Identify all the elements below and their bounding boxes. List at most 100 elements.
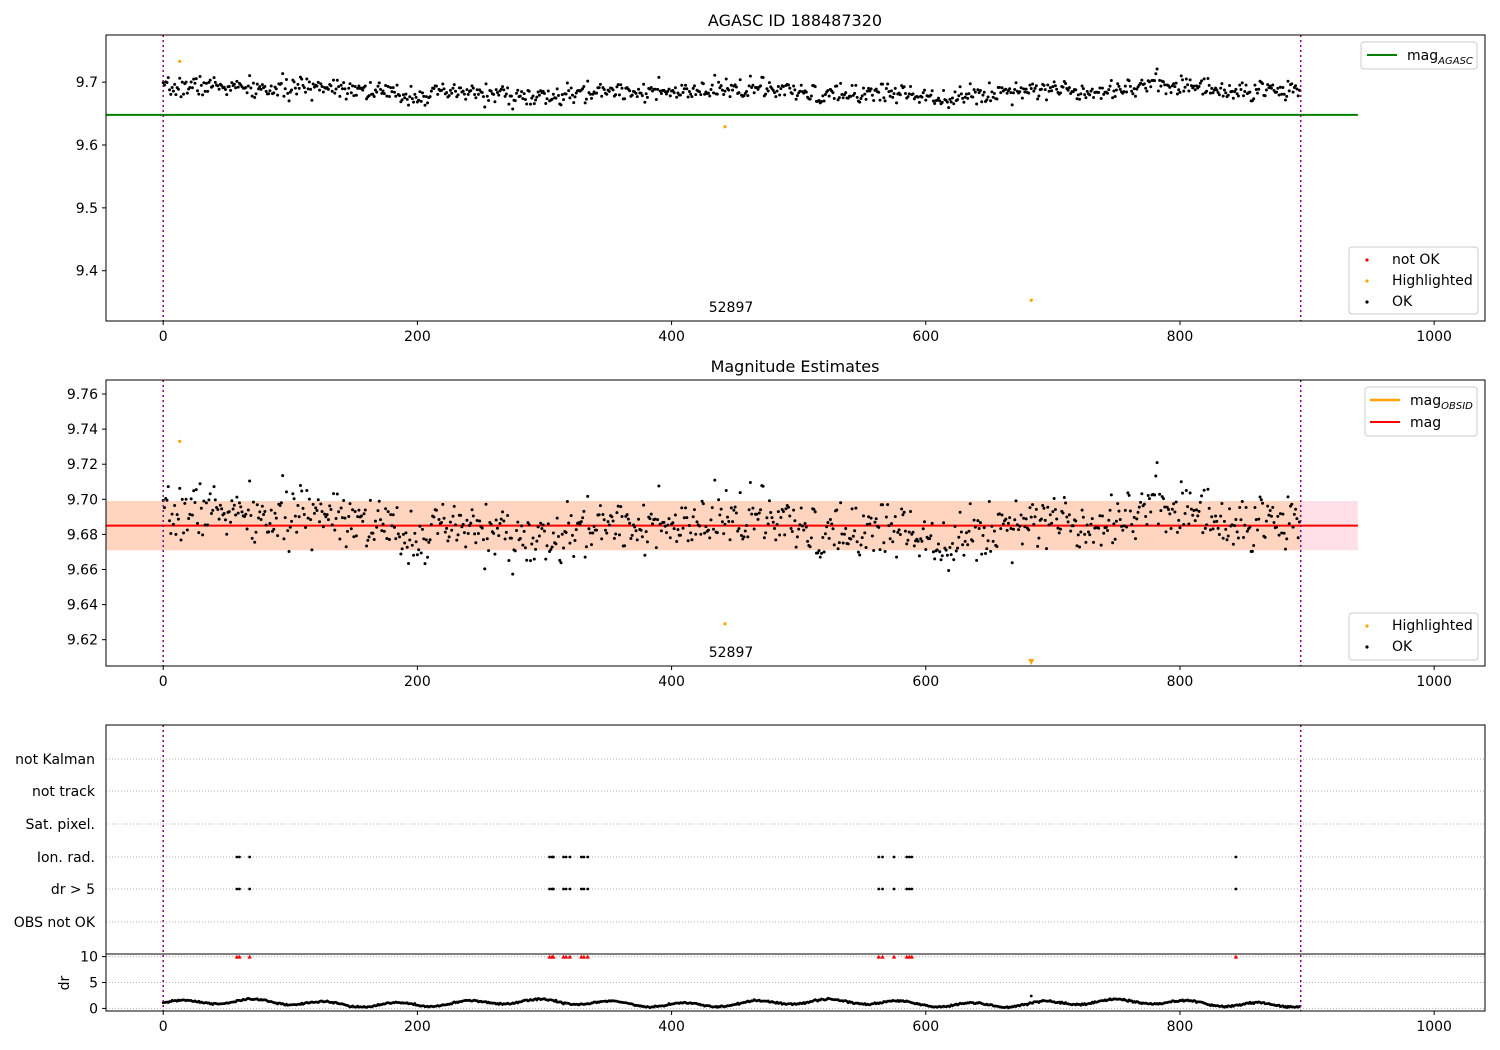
ok-point	[644, 530, 648, 534]
ok-point	[1053, 508, 1057, 512]
ok-point	[384, 507, 388, 511]
ok-point	[776, 510, 780, 514]
ok-point	[1099, 97, 1103, 101]
ok-point	[990, 524, 994, 528]
ok-point	[917, 100, 921, 104]
ok-point	[950, 96, 954, 100]
ok-point	[724, 489, 728, 493]
ok-point	[1037, 94, 1041, 98]
ok-point	[1114, 88, 1118, 92]
ok-point	[1058, 527, 1062, 531]
ok-point	[1200, 494, 1204, 498]
ok-point	[318, 520, 322, 524]
ok-point	[1285, 537, 1289, 541]
ok-point	[279, 81, 283, 85]
ok-point	[408, 95, 412, 99]
flag-label-sat-pixel: Sat. pixel.	[26, 817, 95, 833]
ok-point	[1277, 533, 1281, 537]
ok-point	[981, 534, 985, 538]
ok-point	[545, 97, 549, 101]
ok-point	[424, 95, 428, 99]
ok-point	[701, 82, 705, 86]
flag-point	[910, 887, 914, 891]
ok-point	[253, 540, 257, 544]
ok-point	[1192, 84, 1196, 88]
ok-point	[429, 89, 433, 93]
flag-point	[586, 855, 590, 859]
ok-point	[1020, 96, 1024, 100]
ok-point	[413, 92, 417, 96]
ok-point	[1010, 561, 1014, 565]
ok-point	[995, 97, 999, 101]
ok-point	[837, 541, 841, 545]
x-tick-label: 0	[159, 1019, 168, 1035]
ok-point	[1179, 480, 1183, 484]
ok-point	[171, 522, 175, 526]
ok-point	[770, 516, 774, 520]
ok-point	[520, 524, 524, 528]
ok-point	[972, 88, 976, 92]
ok-point	[864, 97, 868, 101]
ok-point	[1135, 87, 1139, 91]
ok-point	[244, 512, 248, 516]
ok-point	[1238, 506, 1242, 510]
ok-point	[286, 91, 290, 95]
ok-point	[236, 511, 240, 515]
ok-point	[675, 539, 679, 543]
ok-point	[614, 532, 618, 536]
ok-point	[1031, 82, 1035, 86]
ok-point	[1023, 90, 1027, 94]
ok-point	[1123, 84, 1127, 88]
panel-agasc-x-axis: 0 200 400 600 800 1000	[159, 321, 1452, 345]
ok-point	[269, 84, 273, 88]
ok-point	[282, 94, 286, 98]
ok-point	[1127, 79, 1131, 83]
ok-point	[395, 506, 399, 510]
ok-point	[617, 93, 621, 97]
ok-point	[861, 86, 865, 90]
ok-point	[366, 538, 370, 542]
ok-point	[1235, 92, 1239, 96]
ok-point	[764, 531, 768, 535]
ok-point	[1161, 497, 1165, 501]
ok-point	[582, 84, 586, 88]
ok-point	[984, 551, 988, 555]
ok-point	[296, 82, 300, 86]
ok-point	[442, 87, 446, 91]
ok-point	[234, 86, 238, 90]
ok-point	[831, 527, 835, 531]
ok-point	[584, 545, 588, 549]
ok-point	[551, 92, 555, 96]
ok-point	[182, 92, 186, 96]
ok-point	[1272, 521, 1276, 525]
ok-point	[643, 100, 647, 104]
ok-point	[503, 537, 507, 541]
ok-point	[1258, 495, 1262, 499]
ok-point	[188, 86, 192, 90]
ok-point	[1066, 520, 1070, 524]
panel-magnitude-estimates: Magnitude Estimates 52897 0 200 400 600 800 1…	[67, 357, 1486, 690]
ok-point	[185, 528, 189, 532]
ok-point	[1056, 526, 1060, 530]
ok-point	[513, 99, 517, 103]
ok-point	[895, 555, 899, 559]
ok-point	[470, 84, 474, 88]
panel-magnitude-x-axis: 0 200 400 600 800 1000	[159, 666, 1452, 690]
ok-point	[522, 529, 526, 533]
ok-point	[395, 83, 399, 87]
ok-point	[673, 513, 677, 517]
ok-point	[872, 549, 876, 553]
ok-point	[316, 498, 320, 502]
ok-point	[330, 523, 334, 527]
ok-point	[756, 517, 760, 521]
flag-point	[235, 855, 239, 859]
ok-point	[924, 548, 928, 552]
ok-point	[902, 85, 906, 89]
ok-point	[1013, 87, 1017, 91]
ok-point	[180, 80, 184, 84]
ok-point	[893, 515, 897, 519]
ok-point	[728, 538, 732, 542]
ok-point	[1228, 84, 1232, 88]
ok-point	[410, 97, 414, 101]
ok-point	[305, 77, 309, 81]
